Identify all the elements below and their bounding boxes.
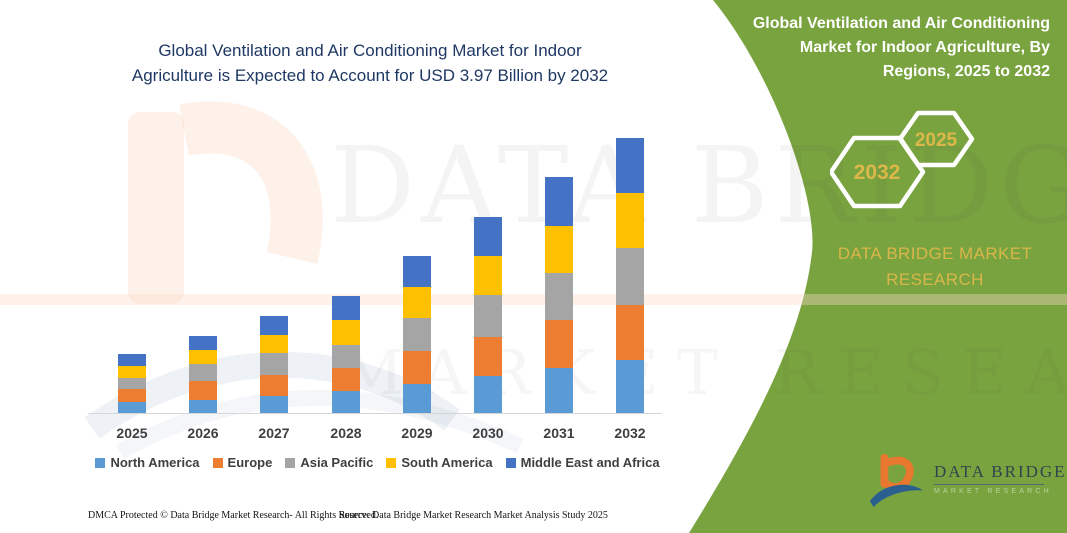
legend-item-south-america: South America	[386, 455, 493, 470]
chart-title-line1: Global Ventilation and Air Conditioning …	[158, 41, 582, 60]
bar-segment-europe	[403, 351, 431, 384]
bar-segment-middle-east-and-africa	[260, 316, 288, 335]
bar-segment-asia-pacific	[403, 318, 431, 351]
bar-segment-south-america	[118, 366, 146, 378]
bar-segment-north-america	[260, 396, 288, 414]
bar-segment-middle-east-and-africa	[189, 336, 217, 350]
bar-segment-asia-pacific	[118, 378, 146, 389]
chart-title-line2: Agriculture is Expected to Account for U…	[131, 66, 609, 85]
x-axis-label-2031: 2031	[543, 425, 575, 441]
bar-segment-asia-pacific	[545, 273, 573, 320]
bar-segment-middle-east-and-africa	[616, 138, 644, 193]
legend-swatch	[285, 457, 296, 468]
databridge-logo: DATA BRIDGE MARKET RESEARCH	[868, 450, 1067, 510]
bar-segment-middle-east-and-africa	[403, 256, 431, 287]
panel-brand-text: DATA BRIDGE MARKET RESEARCH	[810, 241, 1060, 293]
legend-item-north-america: North America	[95, 455, 200, 470]
legend-label: South America	[401, 455, 493, 470]
bar-segment-europe	[260, 375, 288, 396]
side-panel-title-line3: Regions, 2025 to 2032	[882, 63, 1050, 80]
legend-swatch	[386, 457, 397, 468]
x-axis-label-2027: 2027	[258, 425, 290, 441]
side-panel-title: Global Ventilation and Air Conditioning …	[705, 12, 1050, 84]
bar-segment-asia-pacific	[260, 353, 288, 375]
legend-label: Europe	[227, 455, 273, 470]
logo-wordmark: DATA BRIDGE	[934, 462, 1067, 481]
footer-dmca-text: DMCA Protected © Data Bridge Market Rese…	[88, 510, 379, 521]
databridge-logo-text: DATA BRIDGE MARKET RESEARCH	[934, 450, 1067, 495]
bar-segment-south-america	[616, 193, 644, 248]
bar-segment-north-america	[616, 360, 644, 414]
legend-swatch	[505, 457, 516, 468]
bar-segment-north-america	[474, 376, 502, 414]
bar-segment-middle-east-and-africa	[332, 296, 360, 320]
side-panel-title-line1: Global Ventilation and Air Conditioning	[752, 15, 1050, 32]
bar-segment-europe	[616, 305, 644, 360]
bar-segment-north-america	[545, 368, 573, 414]
bar-segment-north-america	[189, 400, 217, 414]
panel-brand-line2: RESEARCH	[886, 270, 984, 289]
bar-2031	[545, 177, 573, 414]
panel-brand-line1: DATA BRIDGE MARKET	[837, 244, 1033, 263]
bar-2027	[260, 316, 288, 414]
bar-segment-south-america	[189, 350, 217, 364]
bar-2029	[403, 256, 431, 414]
legend-label: North America	[110, 455, 200, 470]
bar-segment-asia-pacific	[474, 295, 502, 337]
bar-segment-europe	[545, 320, 573, 368]
bar-segment-europe	[189, 381, 217, 400]
bar-segment-asia-pacific	[332, 345, 360, 368]
chart-legend: North America Europe Asia Pacific South Ame…	[85, 455, 670, 470]
bar-segment-south-america	[260, 335, 288, 353]
bar-2028	[332, 296, 360, 414]
x-axis-line	[88, 413, 662, 414]
x-axis-label-2025: 2025	[116, 425, 148, 441]
hexagon-2032: 2032	[830, 135, 926, 209]
bar-segment-europe	[118, 389, 146, 402]
bar-segment-south-america	[403, 287, 431, 318]
side-panel-title-line2: Market for Indoor Agriculture, By	[799, 39, 1050, 56]
bar-segment-north-america	[332, 391, 360, 414]
legend-item-europe: Europe	[212, 455, 273, 470]
x-axis-label-2026: 2026	[187, 425, 219, 441]
x-axis-label-2030: 2030	[472, 425, 504, 441]
legend-item-middle-east-and-africa: Middle East and Africa	[505, 455, 660, 470]
bar-segment-north-america	[403, 384, 431, 414]
bar-segment-north-america	[118, 402, 146, 414]
legend-swatch	[212, 457, 223, 468]
bar-2030	[474, 217, 502, 414]
bar-segment-europe	[332, 368, 360, 391]
logo-underline	[934, 484, 1044, 485]
hexagon-2032-label: 2032	[854, 161, 901, 184]
bar-segment-middle-east-and-africa	[474, 217, 502, 256]
footer-source-text: Source: Data Bridge Market Research Mark…	[339, 510, 608, 521]
databridge-logo-mark	[869, 453, 924, 508]
bar-2032	[616, 138, 644, 414]
legend-item-asia-pacific: Asia Pacific	[285, 455, 373, 470]
bar-2026	[189, 336, 217, 414]
bar-2025	[118, 354, 146, 414]
x-axis-label-2032: 2032	[614, 425, 646, 441]
bar-segment-asia-pacific	[189, 364, 217, 381]
bar-segment-europe	[474, 337, 502, 376]
bar-segment-south-america	[474, 256, 502, 295]
bar-segment-asia-pacific	[616, 248, 644, 305]
hexagon-badges: 2025 2032	[830, 110, 975, 209]
legend-swatch	[95, 457, 106, 468]
legend-label: Middle East and Africa	[520, 455, 660, 470]
bar-segment-middle-east-and-africa	[545, 177, 573, 226]
chart-title: Global Ventilation and Air Conditioning …	[70, 38, 670, 88]
bar-segment-south-america	[332, 320, 360, 345]
x-axis-label-2028: 2028	[330, 425, 362, 441]
bar-segment-middle-east-and-africa	[118, 354, 146, 366]
x-axis-label-2029: 2029	[401, 425, 433, 441]
legend-label: Asia Pacific	[300, 455, 374, 470]
bar-segment-south-america	[545, 226, 573, 273]
logo-subtitle: MARKET RESEARCH	[934, 488, 1052, 495]
hexagon-2025-label: 2025	[915, 130, 958, 151]
